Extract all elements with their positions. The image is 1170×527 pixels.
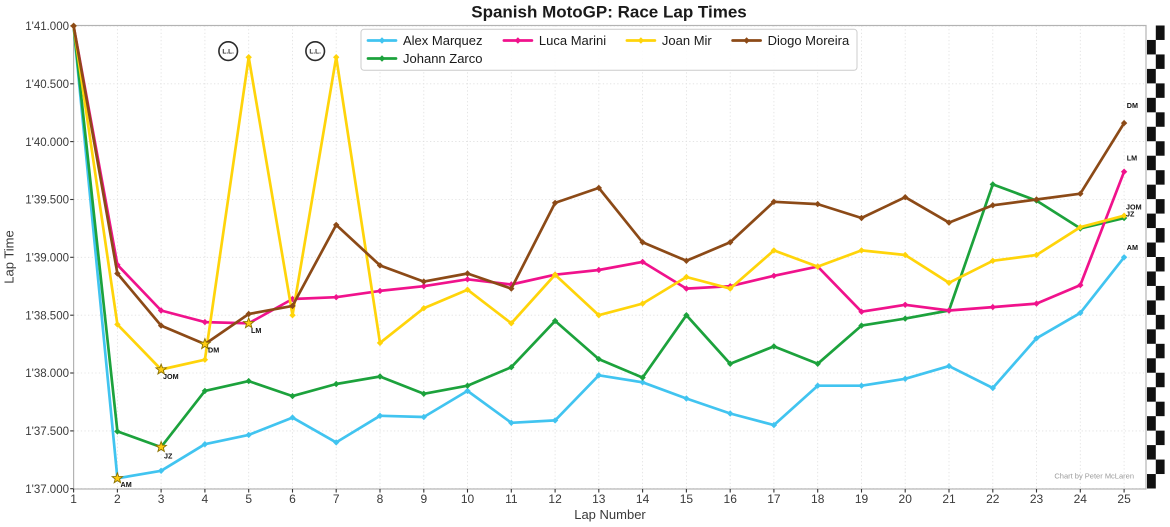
svg-text:L.L.: L.L. xyxy=(309,49,321,56)
svg-text:10: 10 xyxy=(461,492,475,506)
svg-text:Johann Zarco: Johann Zarco xyxy=(403,51,483,66)
svg-text:JOM: JOM xyxy=(1126,203,1142,212)
svg-text:1'39.500: 1'39.500 xyxy=(25,195,69,207)
svg-text:1'38.500: 1'38.500 xyxy=(25,310,69,322)
svg-text:JZ: JZ xyxy=(1126,210,1135,219)
svg-text:Spanish MotoGP: Race Lap Times: Spanish MotoGP: Race Lap Times xyxy=(471,2,747,21)
svg-text:Lap Number: Lap Number xyxy=(574,507,646,522)
svg-text:LM: LM xyxy=(1127,154,1137,163)
svg-text:AM: AM xyxy=(121,480,132,489)
svg-text:18: 18 xyxy=(811,492,825,506)
svg-text:AM: AM xyxy=(1127,243,1138,252)
svg-text:21: 21 xyxy=(942,492,956,506)
svg-text:23: 23 xyxy=(1030,492,1044,506)
svg-text:20: 20 xyxy=(899,492,913,506)
svg-text:Lap Time: Lap Time xyxy=(2,230,17,283)
svg-text:Alex Marquez: Alex Marquez xyxy=(403,33,482,48)
svg-text:DM: DM xyxy=(1127,101,1138,110)
svg-text:Joan Mir: Joan Mir xyxy=(662,33,713,48)
svg-text:LM: LM xyxy=(251,326,261,335)
svg-text:14: 14 xyxy=(636,492,650,506)
svg-text:1'41.000: 1'41.000 xyxy=(25,21,69,33)
svg-text:11: 11 xyxy=(505,492,518,506)
svg-text:7: 7 xyxy=(333,492,340,506)
svg-text:25: 25 xyxy=(1117,492,1131,506)
svg-text:9: 9 xyxy=(420,492,427,506)
svg-text:1'40.500: 1'40.500 xyxy=(25,79,69,91)
svg-text:Luca Marini: Luca Marini xyxy=(539,33,606,48)
svg-text:L.L.: L.L. xyxy=(222,49,234,56)
svg-text:15: 15 xyxy=(680,492,694,506)
svg-text:4: 4 xyxy=(202,492,209,506)
svg-text:24: 24 xyxy=(1074,492,1088,506)
svg-text:1'40.000: 1'40.000 xyxy=(25,137,69,149)
svg-text:JZ: JZ xyxy=(164,452,173,461)
svg-text:1'39.000: 1'39.000 xyxy=(25,253,69,265)
svg-text:3: 3 xyxy=(158,492,165,506)
svg-text:Diogo Moreira: Diogo Moreira xyxy=(768,33,850,48)
svg-text:1'37.500: 1'37.500 xyxy=(25,426,69,438)
svg-text:1: 1 xyxy=(70,492,77,506)
svg-text:17: 17 xyxy=(767,492,781,506)
svg-text:2: 2 xyxy=(114,492,121,506)
svg-text:5: 5 xyxy=(245,492,252,506)
svg-text:1'37.000: 1'37.000 xyxy=(25,484,69,496)
svg-text:DM: DM xyxy=(208,346,219,355)
svg-text:22: 22 xyxy=(986,492,1000,506)
svg-text:6: 6 xyxy=(289,492,296,506)
svg-text:Chart by Peter McLaren: Chart by Peter McLaren xyxy=(1054,472,1134,481)
svg-text:16: 16 xyxy=(724,492,738,506)
svg-text:8: 8 xyxy=(377,492,384,506)
svg-text:19: 19 xyxy=(855,492,869,506)
svg-text:12: 12 xyxy=(548,492,562,506)
svg-text:1'38.000: 1'38.000 xyxy=(25,368,69,380)
svg-text:13: 13 xyxy=(592,492,606,506)
svg-text:JOM: JOM xyxy=(163,372,179,381)
